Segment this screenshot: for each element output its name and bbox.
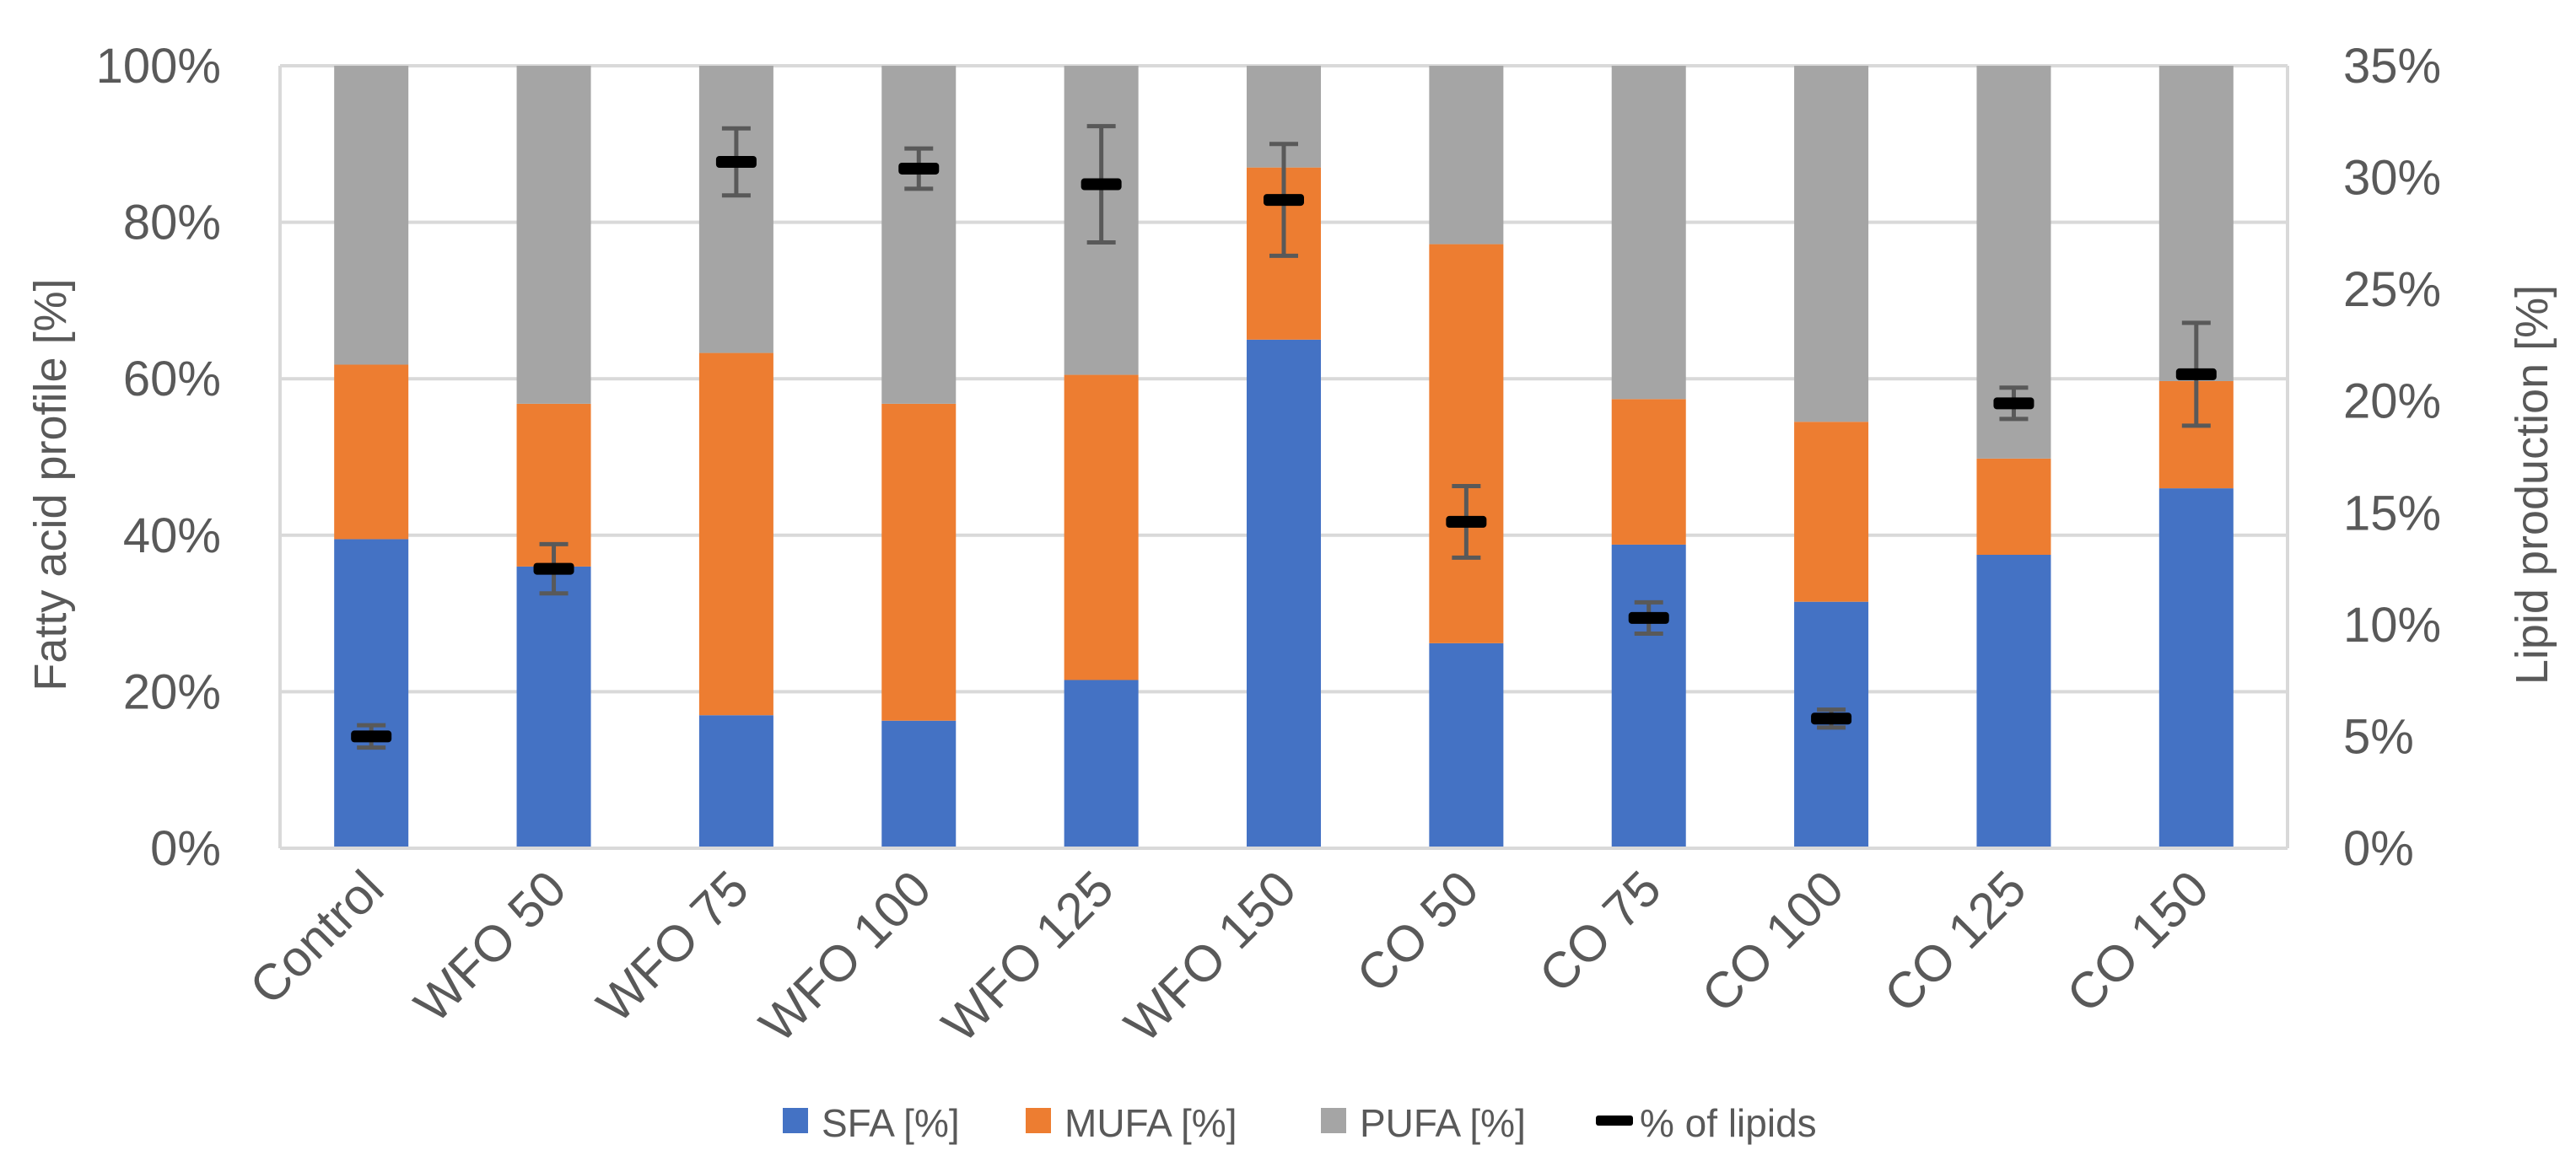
lipid-marker-7 bbox=[1446, 515, 1487, 528]
lipid-markers bbox=[351, 124, 2217, 750]
legend: SFA [%] MUFA [%] PUFA [%] % of lipids bbox=[783, 1101, 1817, 1145]
category-label: CO 150 bbox=[2056, 860, 2219, 1024]
bar-segment-pufa-3 bbox=[698, 66, 773, 353]
bar-segment-sfa-11 bbox=[2158, 488, 2234, 848]
left-axis-ticks: 0% 20% 40% 60% 80% 100% bbox=[96, 39, 221, 876]
bar-segment-sfa-4 bbox=[881, 720, 957, 848]
bar-segment-sfa-8 bbox=[1611, 544, 1686, 848]
left-axis-label: Fatty acid profile [%] bbox=[25, 278, 76, 691]
axes bbox=[278, 66, 2289, 850]
lipid-marker-3 bbox=[715, 156, 757, 169]
bar-segment-sfa-6 bbox=[1247, 339, 1321, 848]
bar-segment-sfa-7 bbox=[1429, 642, 1504, 848]
bar-segment-pufa-4 bbox=[881, 66, 957, 404]
category-label: WFO 50 bbox=[403, 860, 576, 1033]
left-tick-label: 80% bbox=[123, 196, 221, 250]
legend-swatch bbox=[1026, 1108, 1051, 1133]
bar-segment-mufa-8 bbox=[1611, 399, 1686, 545]
right-tick-label: 30% bbox=[2343, 151, 2441, 206]
bar-segment-mufa-9 bbox=[1794, 422, 1869, 602]
left-tick-label: 40% bbox=[123, 508, 221, 563]
bar-segment-mufa-5 bbox=[1064, 374, 1139, 680]
bar-segment-mufa-1 bbox=[334, 364, 409, 540]
category-label: CO 125 bbox=[1873, 860, 2037, 1024]
lipid-marker-9 bbox=[1811, 712, 1852, 725]
lipid-marker-5 bbox=[1081, 178, 1122, 191]
lipid-marker-8 bbox=[1628, 611, 1669, 624]
category-label: WFO 150 bbox=[1113, 860, 1307, 1053]
left-tick-label: 100% bbox=[96, 39, 221, 94]
bar-segment-mufa-4 bbox=[881, 403, 957, 721]
bar-segment-pufa-7 bbox=[1429, 66, 1504, 245]
right-axis-ticks: 0% 5% 10% 15% 20% 25% 30% 35% bbox=[2343, 39, 2441, 876]
bar-segment-pufa-9 bbox=[1794, 66, 1869, 422]
category-label: Control bbox=[239, 860, 394, 1015]
bar-segment-mufa-2 bbox=[516, 403, 591, 567]
bar-segment-mufa-3 bbox=[698, 352, 773, 716]
bar-segment-sfa-3 bbox=[698, 715, 773, 848]
lipid-marker-6 bbox=[1264, 194, 1304, 207]
category-label: WFO 125 bbox=[931, 860, 1124, 1053]
bar-segment-pufa-1 bbox=[334, 66, 409, 365]
legend-swatch bbox=[1321, 1108, 1346, 1133]
lipid-marker-4 bbox=[898, 162, 940, 175]
right-tick-label: 25% bbox=[2343, 262, 2441, 317]
lipid-marker-10 bbox=[1993, 397, 2034, 410]
bar-segment-sfa-1 bbox=[334, 539, 409, 848]
left-tick-label: 20% bbox=[123, 664, 221, 719]
right-tick-label: 20% bbox=[2343, 374, 2441, 429]
bar-segment-sfa-2 bbox=[516, 566, 591, 848]
legend-swatch bbox=[783, 1108, 808, 1133]
legend-swatch bbox=[1596, 1116, 1633, 1126]
lipid-marker-1 bbox=[351, 730, 392, 743]
lipid-marker-2 bbox=[533, 562, 574, 575]
legend-label: MUFA [%] bbox=[1064, 1101, 1237, 1145]
category-label: CO 100 bbox=[1691, 860, 1855, 1024]
left-tick-label: 60% bbox=[123, 352, 221, 406]
right-tick-label: 0% bbox=[2343, 821, 2414, 876]
bar-segment-mufa-7 bbox=[1429, 244, 1504, 643]
legend-label: % of lipids bbox=[1640, 1101, 1817, 1145]
bar-segment-sfa-5 bbox=[1064, 680, 1139, 848]
right-tick-label: 15% bbox=[2343, 486, 2441, 540]
bar-segment-pufa-2 bbox=[516, 66, 591, 404]
legend-label: PUFA [%] bbox=[1360, 1101, 1526, 1145]
right-tick-label: 5% bbox=[2343, 709, 2414, 764]
category-label: CO 75 bbox=[1528, 860, 1672, 1003]
category-label: WFO 100 bbox=[749, 860, 942, 1053]
bar-segment-sfa-10 bbox=[1976, 555, 2051, 848]
right-tick-label: 35% bbox=[2343, 39, 2441, 94]
category-label: CO 50 bbox=[1346, 860, 1490, 1003]
left-tick-label: 0% bbox=[150, 821, 221, 876]
right-tick-label: 10% bbox=[2343, 598, 2441, 653]
bar-segment-mufa-10 bbox=[1976, 458, 2051, 555]
legend-label: SFA [%] bbox=[822, 1101, 960, 1145]
lipid-marker-11 bbox=[2175, 368, 2217, 380]
stacked-bars bbox=[334, 66, 2234, 848]
category-label: WFO 75 bbox=[586, 860, 759, 1033]
right-axis-label: Lipid production [%] bbox=[2507, 285, 2557, 685]
bar-segment-pufa-8 bbox=[1611, 66, 1686, 400]
